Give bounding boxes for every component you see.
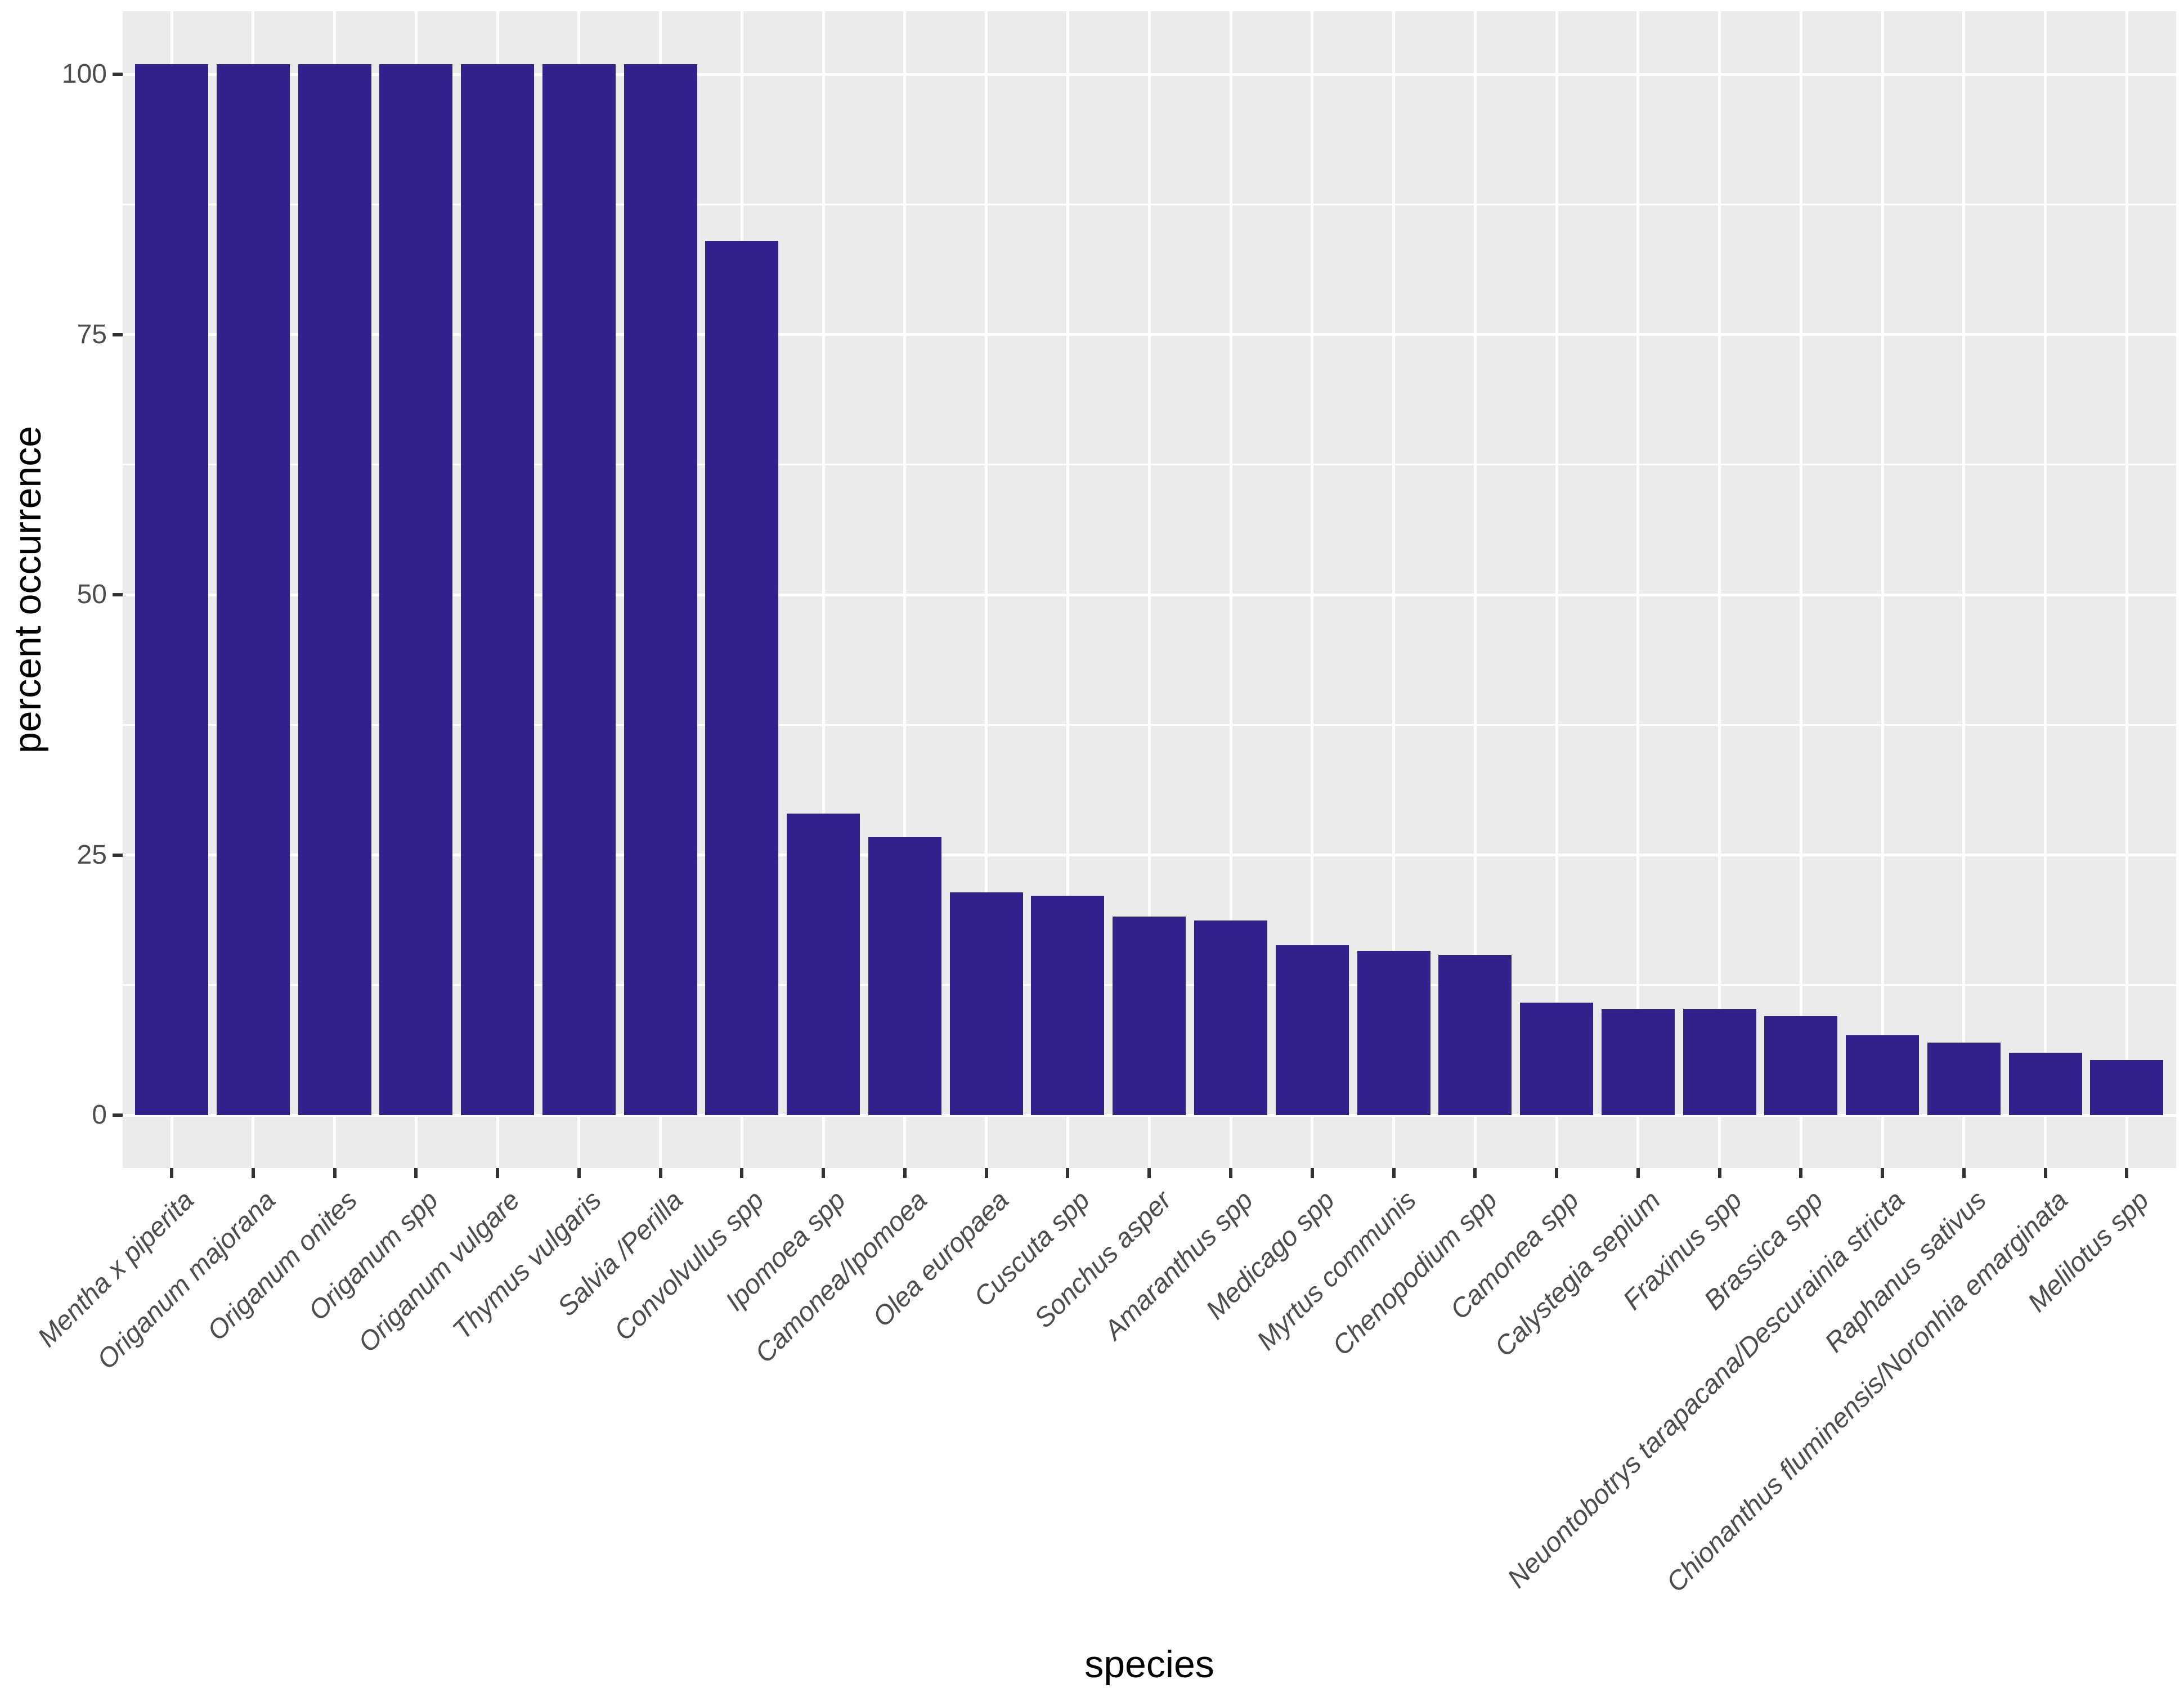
bar xyxy=(298,64,371,1115)
x-tick-mark xyxy=(1147,1168,1151,1178)
bar xyxy=(379,64,453,1115)
x-tick-mark xyxy=(1229,1168,1232,1178)
x-tick-mark xyxy=(2125,1168,2129,1178)
bar xyxy=(1357,950,1430,1115)
minor-gridline xyxy=(123,464,2176,466)
x-tick-mark xyxy=(2043,1168,2047,1178)
x-tick-mark xyxy=(414,1168,418,1178)
x-tick-mark xyxy=(740,1168,744,1178)
bar xyxy=(2008,1053,2082,1115)
vertical-gridline xyxy=(985,11,988,1168)
major-gridline xyxy=(123,333,2176,336)
x-tick-mark xyxy=(1392,1168,1396,1178)
bar xyxy=(1113,916,1186,1115)
major-gridline xyxy=(123,593,2176,596)
bar xyxy=(624,64,697,1115)
vertical-gridline xyxy=(1636,11,1640,1168)
x-tick-label: Convolvulus spp xyxy=(608,1185,770,1347)
vertical-gridline xyxy=(1962,11,1966,1168)
y-tick-mark xyxy=(113,853,123,857)
x-tick-mark xyxy=(1881,1168,1885,1178)
x-axis-title: species xyxy=(1084,1643,1214,1686)
minor-gridline xyxy=(123,724,2176,726)
bar xyxy=(1520,1003,1594,1115)
x-tick-mark xyxy=(903,1168,907,1178)
bar xyxy=(1275,945,1349,1115)
y-tick-label: 25 xyxy=(77,839,107,870)
vertical-gridline xyxy=(1392,11,1396,1168)
major-gridline xyxy=(123,73,2176,76)
x-tick-mark xyxy=(1066,1168,1070,1178)
x-tick-mark xyxy=(496,1168,500,1178)
major-gridline xyxy=(123,1113,2176,1117)
vertical-gridline xyxy=(2125,11,2128,1168)
bar xyxy=(1601,1009,1675,1115)
bar xyxy=(2090,1059,2164,1115)
bar xyxy=(461,64,535,1115)
x-tick-mark xyxy=(333,1168,337,1178)
vertical-gridline xyxy=(1881,11,1884,1168)
vertical-gridline xyxy=(1555,11,1558,1168)
bar xyxy=(1438,955,1512,1115)
minor-gridline xyxy=(123,203,2176,205)
vertical-gridline xyxy=(1799,11,1802,1168)
x-tick-mark xyxy=(1310,1168,1314,1178)
x-tick-label: Thymus vulgaris xyxy=(447,1185,607,1346)
plot-panel xyxy=(123,11,2176,1168)
y-axis-title-area: percent occurrence xyxy=(6,11,49,1168)
bar xyxy=(787,813,860,1115)
bar xyxy=(1764,1016,1838,1115)
x-tick-label: Amaranthus spp xyxy=(1098,1185,1259,1346)
y-tick-label: 50 xyxy=(77,580,107,609)
vertical-gridline xyxy=(903,11,907,1168)
vertical-gridline xyxy=(2044,11,2047,1168)
x-axis-title-area: species xyxy=(123,1645,2176,1683)
x-tick-mark xyxy=(1717,1168,1721,1178)
x-tick-mark xyxy=(822,1168,826,1178)
vertical-gridline xyxy=(1229,11,1232,1168)
bar xyxy=(542,64,616,1115)
x-tick-mark xyxy=(1473,1168,1477,1178)
y-tick-label: 75 xyxy=(77,319,107,349)
y-tick-mark xyxy=(113,333,123,336)
x-tick-label: Mentha x piperita xyxy=(32,1185,200,1353)
x-tick-label: Origanum onites xyxy=(201,1185,363,1347)
vertical-gridline xyxy=(1473,11,1477,1168)
y-axis-title: percent occurrence xyxy=(6,425,49,754)
x-tick-mark xyxy=(251,1168,255,1178)
bar xyxy=(705,241,779,1115)
bar xyxy=(216,64,290,1115)
y-tick-mark xyxy=(113,593,123,596)
x-tick-mark xyxy=(577,1168,581,1178)
bar xyxy=(1927,1042,2001,1115)
vertical-gridline xyxy=(1718,11,1721,1168)
bar xyxy=(868,837,941,1115)
y-tick-mark xyxy=(113,73,123,76)
x-tick-mark xyxy=(1555,1168,1559,1178)
bar xyxy=(1683,1009,1756,1115)
major-gridline xyxy=(123,854,2176,856)
x-tick-mark xyxy=(658,1168,662,1178)
y-tick-label: 100 xyxy=(61,59,107,89)
bar xyxy=(135,64,208,1115)
vertical-gridline xyxy=(1147,11,1151,1168)
x-tick-mark xyxy=(984,1168,988,1178)
y-tick-mark xyxy=(113,1113,123,1117)
x-tick-mark xyxy=(1799,1168,1803,1178)
bar xyxy=(949,892,1023,1115)
bar xyxy=(1846,1035,1920,1115)
vertical-gridline xyxy=(822,11,825,1168)
x-tick-mark xyxy=(1636,1168,1640,1178)
bar xyxy=(1194,920,1267,1115)
x-tick-mark xyxy=(1962,1168,1966,1178)
x-tick-mark xyxy=(170,1168,173,1178)
y-tick-label: 0 xyxy=(92,1100,107,1130)
vertical-gridline xyxy=(1311,11,1314,1168)
bar xyxy=(1031,895,1105,1115)
vertical-gridline xyxy=(1066,11,1069,1168)
